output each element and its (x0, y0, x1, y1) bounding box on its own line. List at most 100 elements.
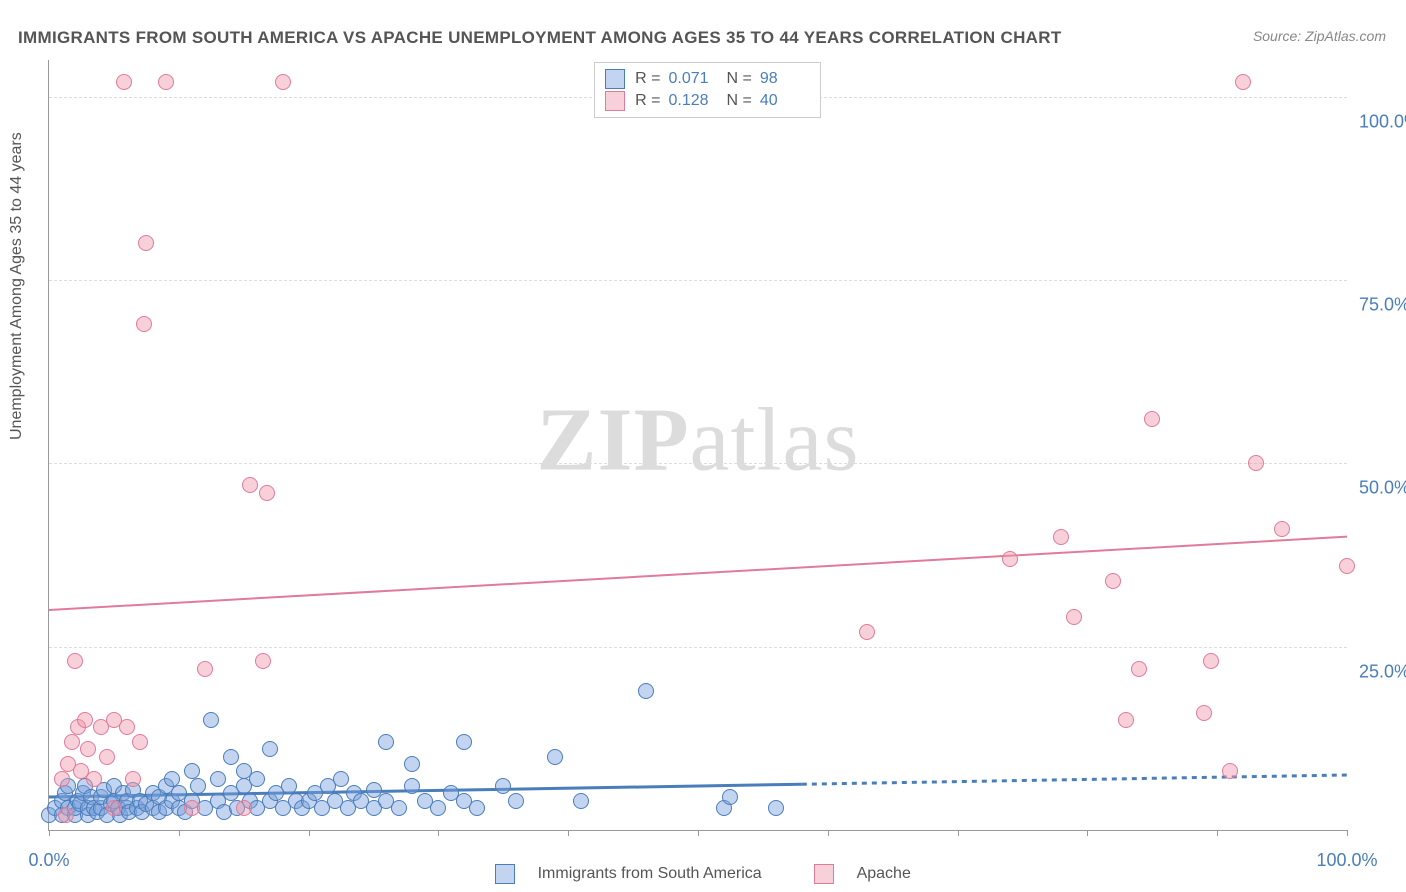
data-point-apache (1002, 551, 1018, 567)
data-point-apache (54, 771, 70, 787)
data-point-immigrants (281, 778, 297, 794)
n-value: 40 (760, 92, 810, 110)
xtick-mark (698, 830, 699, 836)
data-point-apache (1339, 558, 1355, 574)
data-point-apache (119, 719, 135, 735)
data-point-apache (125, 771, 141, 787)
data-point-apache (1222, 763, 1238, 779)
xtick-mark (438, 830, 439, 836)
data-point-apache (1066, 609, 1082, 625)
data-point-apache (1203, 653, 1219, 669)
y-axis-label: Unemployment Among Ages 35 to 44 years (8, 132, 26, 440)
data-point-immigrants (391, 800, 407, 816)
data-point-apache (255, 653, 271, 669)
legend-swatch-apache (814, 864, 834, 884)
ytick-label: 100.0% (1359, 111, 1406, 132)
legend-item-immigrants: Immigrants from South America (483, 865, 778, 882)
xtick-mark (958, 830, 959, 836)
gridline-h (49, 463, 1347, 464)
data-point-immigrants (333, 771, 349, 787)
r-label: R = (635, 92, 660, 110)
xtick-mark (1347, 830, 1348, 836)
data-point-apache (86, 771, 102, 787)
data-point-apache (1144, 411, 1160, 427)
stats-row-apache: R = 0.128 N = 40 (605, 91, 810, 111)
data-point-apache (99, 749, 115, 765)
data-point-apache (132, 734, 148, 750)
xtick-mark (179, 830, 180, 836)
data-point-immigrants (190, 778, 206, 794)
data-point-immigrants (456, 734, 472, 750)
data-point-apache (1235, 74, 1251, 90)
xtick-mark (1217, 830, 1218, 836)
data-point-immigrants (469, 800, 485, 816)
data-point-immigrants (404, 756, 420, 772)
n-label: N = (727, 70, 752, 88)
trend-lines (49, 60, 1347, 830)
ytick-label: 75.0% (1359, 295, 1406, 316)
data-point-apache (64, 734, 80, 750)
data-point-apache (1105, 573, 1121, 589)
n-value: 98 (760, 70, 810, 88)
data-point-immigrants (223, 749, 239, 765)
data-point-immigrants (378, 734, 394, 750)
xtick-mark (49, 830, 50, 836)
data-point-immigrants (547, 749, 563, 765)
gridline-h (49, 647, 1347, 648)
data-point-apache (859, 624, 875, 640)
chart-title: IMMIGRANTS FROM SOUTH AMERICA VS APACHE … (18, 28, 1062, 48)
xtick-mark (568, 830, 569, 836)
data-point-immigrants (722, 789, 738, 805)
data-point-apache (1053, 529, 1069, 545)
data-point-apache (1196, 705, 1212, 721)
data-point-apache (1118, 712, 1134, 728)
stats-legend: R = 0.071 N = 98 R = 0.128 N = 40 (594, 62, 821, 118)
data-point-apache (77, 712, 93, 728)
data-point-apache (184, 800, 200, 816)
data-point-immigrants (184, 763, 200, 779)
data-point-immigrants (249, 771, 265, 787)
data-point-apache (259, 485, 275, 501)
data-point-immigrants (430, 800, 446, 816)
data-point-immigrants (495, 778, 511, 794)
gridline-h (49, 280, 1347, 281)
data-point-apache (275, 74, 291, 90)
stats-row-immigrants: R = 0.071 N = 98 (605, 69, 810, 89)
data-point-apache (106, 800, 122, 816)
n-label: N = (727, 92, 752, 110)
data-point-immigrants (210, 771, 226, 787)
data-point-apache (136, 316, 152, 332)
data-point-apache (242, 477, 258, 493)
data-point-immigrants (203, 712, 219, 728)
source-attribution: Source: ZipAtlas.com (1253, 28, 1386, 44)
bottom-legend: Immigrants from South America Apache (0, 864, 1406, 884)
xtick-mark (309, 830, 310, 836)
data-point-apache (58, 807, 74, 823)
scatter-plot: ZIPatlas 25.0%50.0%75.0%100.0%0.0%100.0%… (48, 60, 1347, 831)
xtick-mark (1087, 830, 1088, 836)
ytick-label: 25.0% (1359, 661, 1406, 682)
legend-swatch-immigrants (495, 864, 515, 884)
data-point-immigrants (262, 741, 278, 757)
data-point-apache (158, 74, 174, 90)
data-point-apache (1248, 455, 1264, 471)
data-point-immigrants (404, 778, 420, 794)
data-point-apache (1131, 661, 1147, 677)
data-point-apache (67, 653, 83, 669)
r-value: 0.071 (669, 70, 719, 88)
legend-item-apache: Apache (802, 865, 923, 882)
data-point-immigrants (508, 793, 524, 809)
r-value: 0.128 (669, 92, 719, 110)
data-point-apache (80, 741, 96, 757)
data-point-immigrants (164, 771, 180, 787)
ytick-label: 50.0% (1359, 478, 1406, 499)
r-label: R = (635, 70, 660, 88)
stats-swatch-immigrants (605, 69, 625, 89)
watermark: ZIPatlas (537, 388, 860, 491)
data-point-apache (138, 235, 154, 251)
data-point-immigrants (638, 683, 654, 699)
xtick-mark (828, 830, 829, 836)
data-point-apache (236, 800, 252, 816)
data-point-immigrants (768, 800, 784, 816)
data-point-apache (1274, 521, 1290, 537)
